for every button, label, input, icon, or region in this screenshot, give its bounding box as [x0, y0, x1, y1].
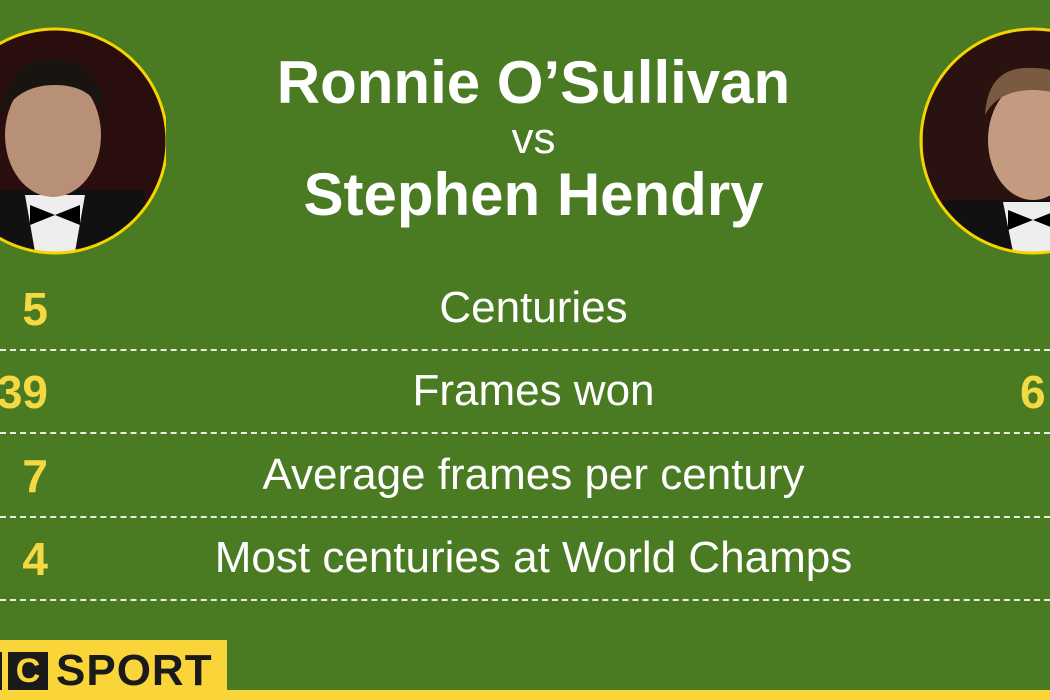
stat-label: Centuries: [439, 283, 628, 332]
stat-label: Frames won: [412, 366, 655, 415]
stat-left-value: 5: [22, 283, 48, 335]
divider: [0, 599, 1050, 601]
player1-name: Ronnie O’Sullivan: [276, 49, 791, 116]
player2-portrait: [919, 27, 1050, 255]
stat-left-value: 7: [22, 450, 48, 502]
player2-name: Stephen Hendry: [303, 161, 764, 228]
logo-box: C: [8, 652, 48, 690]
divider: [0, 432, 1050, 434]
divider: [0, 349, 1050, 351]
stat-right-value: 6: [1020, 366, 1046, 418]
divider: [0, 516, 1050, 518]
stat-left-value: 39: [0, 366, 48, 418]
bottom-band: [0, 690, 1050, 700]
versus-label: vs: [511, 114, 556, 163]
stat-label: Average frames per century: [262, 450, 805, 499]
logo-text: SPORT: [56, 646, 213, 695]
logo-box: [0, 652, 2, 690]
stat-label: Most centuries at World Champs: [214, 533, 853, 582]
player1-portrait: [0, 27, 166, 255]
stat-left-value: 4: [22, 533, 48, 585]
